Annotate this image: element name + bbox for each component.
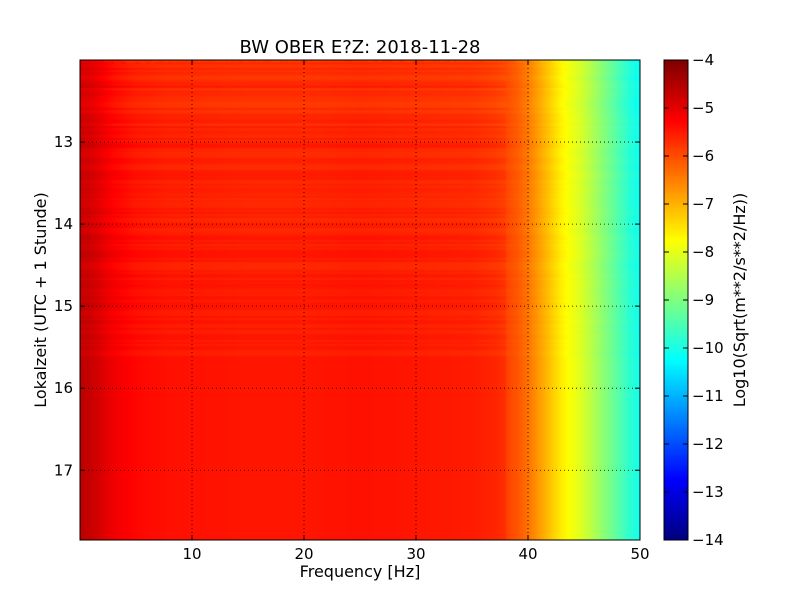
colorbar-ticks: −4 −5 −6 −7 −8 −9 −10 −11 −12 −13 −14 bbox=[664, 51, 724, 549]
chart-title: BW OBER E?Z: 2018-11-28 bbox=[240, 37, 481, 58]
colorbar-tick-label: −4 bbox=[692, 51, 714, 69]
x-axis: 10 20 30 40 50 bbox=[182, 60, 650, 563]
y-axis: 13 14 15 16 17 bbox=[54, 133, 640, 479]
colorbar-tick-label: −10 bbox=[692, 339, 724, 357]
y-tick-label: 13 bbox=[54, 133, 73, 151]
y-tick-label: 16 bbox=[54, 379, 73, 397]
y-tick-label: 15 bbox=[54, 297, 73, 315]
colorbar-tick-label: −9 bbox=[692, 291, 714, 309]
spectrogram-image bbox=[80, 60, 640, 540]
plot-frame bbox=[79, 59, 641, 541]
grid-lines bbox=[80, 60, 640, 540]
x-tick-label: 40 bbox=[518, 545, 537, 563]
x-tick-label: 50 bbox=[630, 545, 649, 563]
x-axis-label: Frequency [Hz] bbox=[300, 562, 421, 581]
x-tick-label: 30 bbox=[406, 545, 425, 563]
colorbar-tick-label: −5 bbox=[692, 99, 714, 117]
colorbar-tick-label: −11 bbox=[692, 387, 724, 405]
plot-area bbox=[79, 59, 641, 541]
colorbar-tick-label: −6 bbox=[692, 147, 714, 165]
colorbar-tick-label: −13 bbox=[692, 483, 724, 501]
colorbar: −4 −5 −6 −7 −8 −9 −10 −11 −12 −13 −14 bbox=[663, 51, 724, 549]
colorbar-tick-label: −12 bbox=[692, 435, 724, 453]
y-tick-label: 17 bbox=[54, 461, 73, 479]
y-tick-label: 14 bbox=[54, 215, 73, 233]
x-tick-label: 20 bbox=[294, 545, 313, 563]
y-axis-label: Lokalzeit (UTC + 1 Stunde) bbox=[31, 192, 50, 407]
colorbar-label: Log10(Sqrt(m**2/s**2/Hz)) bbox=[730, 193, 749, 408]
colorbar-tick-label: −7 bbox=[692, 195, 714, 213]
colorbar-tick-label: −8 bbox=[692, 243, 714, 261]
colorbar-tick-label: −14 bbox=[692, 531, 724, 549]
x-tick-label: 10 bbox=[182, 545, 201, 563]
